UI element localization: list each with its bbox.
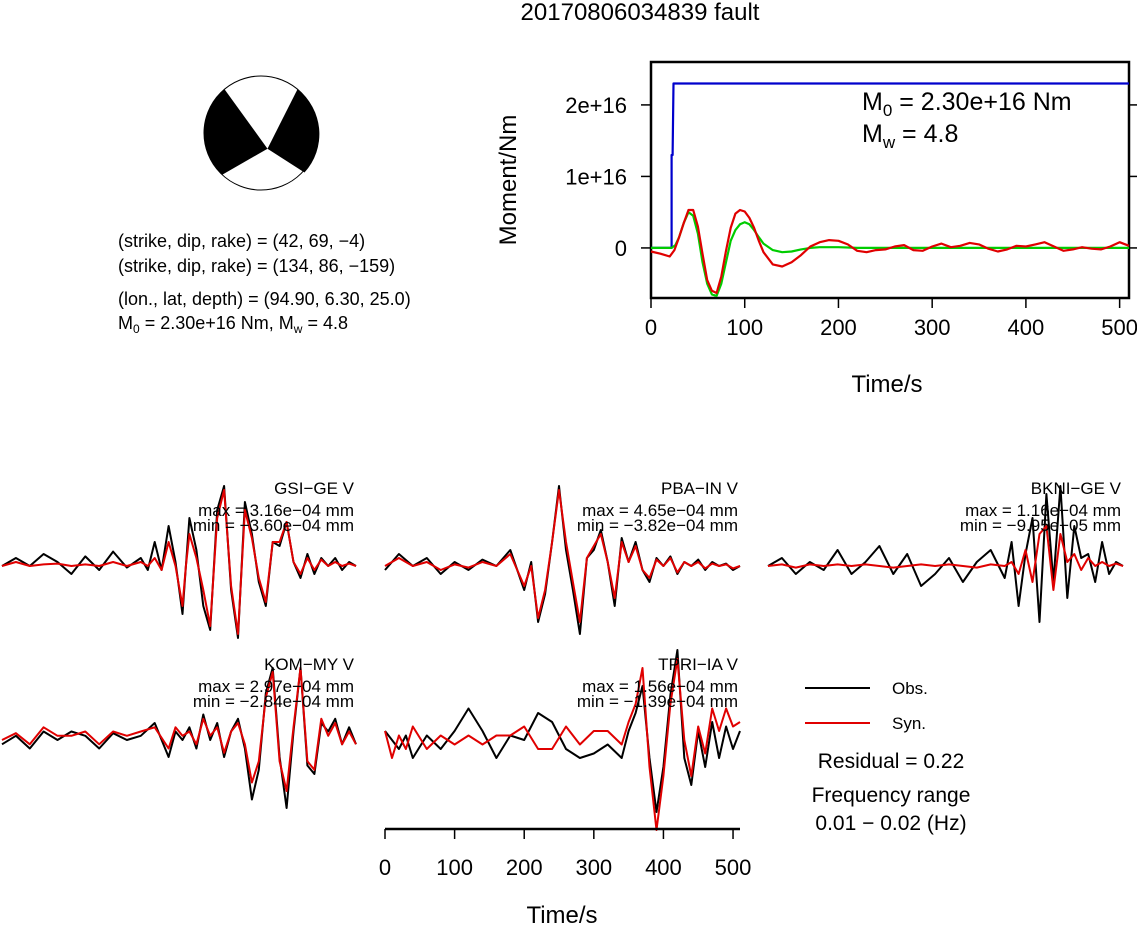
waveform-xtick-label: 200 (506, 855, 543, 880)
waveform-xlabel: Time/s (526, 902, 597, 927)
station-name: PBA−IN V (661, 479, 739, 498)
moment-plot-frame (649, 60, 1131, 300)
moment-axis-ticks: 0 100 200 300 400 500 0 1e+16 2e+16 (565, 93, 1137, 340)
station-max: max = 3.16e−04 mm (198, 501, 354, 520)
moment-ytick-label: 0 (615, 236, 627, 261)
residual-label: Residual = 0.22 (818, 750, 965, 773)
observed-trace (1, 485, 357, 639)
synthetic-trace (767, 525, 1124, 591)
moment-rate-panel: 0 100 200 300 400 500 0 1e+16 2e+16 Moment/Nm Ti… (495, 60, 1137, 398)
waveform-legend: Obs. Syn. Residual = 0.22 Frequency rang… (805, 679, 970, 835)
station-name: TPRI−IA V (658, 655, 738, 674)
waveform-time-axis: Time/s 0 100 200 300 400 500 (379, 827, 752, 927)
synthetic-trace (384, 489, 741, 623)
mechanism-line-3: (lon., lat, depth) = (94.90, 6.30, 25.0) (118, 289, 411, 309)
station-min: min = −1.39e−04 mm (577, 692, 738, 711)
legend-obs-label: Obs. (892, 679, 928, 698)
mechanism-line-2: (strike, dip, rake) = (134, 86, −159) (118, 256, 395, 276)
station-name: KOM−MY V (264, 655, 355, 674)
station-max: max = 1.16e−04 mm (965, 501, 1121, 520)
frequency-title: Frequency range (812, 784, 971, 807)
moment-rate-line (650, 208, 1130, 295)
moment-xtick-label: 100 (726, 315, 763, 340)
station-min: min = −3.82e−04 mm (577, 516, 738, 535)
source-time-line (651, 211, 1129, 297)
moment-xlabel: Time/s (851, 371, 922, 398)
moment-ytick-label: 2e+16 (565, 93, 627, 118)
moment-xtick-label: 0 (645, 315, 657, 340)
moment-ytick-label: 1e+16 (565, 164, 627, 189)
beachball-right-lobe (267, 89, 320, 173)
station-min: min = −9.95e−05 mm (960, 516, 1121, 535)
moment-series (650, 82, 1130, 297)
waveform-xtick-label: 300 (575, 855, 612, 880)
waveform-xtick-label: 500 (715, 855, 752, 880)
mechanism-line-1: (strike, dip, rake) = (42, 69, −4) (118, 231, 365, 251)
station-name: GSI−GE V (274, 479, 354, 498)
moment-xtick-label: 200 (820, 315, 857, 340)
moment-xtick-label: 500 (1101, 315, 1137, 340)
waveform-xtick-label: 100 (436, 855, 473, 880)
legend-syn-label: Syn. (892, 714, 926, 733)
figure-title: 20170806034839 fault (521, 0, 760, 26)
moment-xtick-label: 300 (914, 315, 951, 340)
synthetic-trace (384, 658, 741, 831)
synthetic-trace (1, 489, 357, 635)
station-min: min = −3.60e−04 mm (193, 516, 354, 535)
moment-m0-label: M0 = 2.30e+16 Nm (862, 88, 1072, 120)
synthetic-trace (1, 666, 357, 792)
station-max: max = 2.97e−04 mm (198, 677, 354, 696)
waveform-xtick-label: 0 (379, 855, 391, 880)
beachball-left-lobe (203, 89, 268, 175)
moment-xtick-label: 400 (1008, 315, 1045, 340)
station-max: max = 4.65e−04 mm (582, 501, 738, 520)
moment-ylabel: Moment/Nm (495, 115, 522, 246)
station-min: min = −2.84e−04 mm (193, 692, 354, 711)
station-max: max = 1.56e−04 mm (582, 677, 738, 696)
mechanism-info: (strike, dip, rake) = (42, 69, −4) (stri… (118, 231, 411, 336)
station-name: BKNI−GE V (1031, 479, 1122, 498)
moment-mw-label: Mw = 4.8 (862, 120, 958, 152)
waveform-xtick-label: 400 (645, 855, 682, 880)
frequency-value: 0.01 − 0.02 (Hz) (815, 812, 966, 835)
mechanism-moment-line: M0 = 2.30e+16 Nm, Mw = 4.8 (118, 313, 348, 336)
beachball (203, 75, 320, 191)
